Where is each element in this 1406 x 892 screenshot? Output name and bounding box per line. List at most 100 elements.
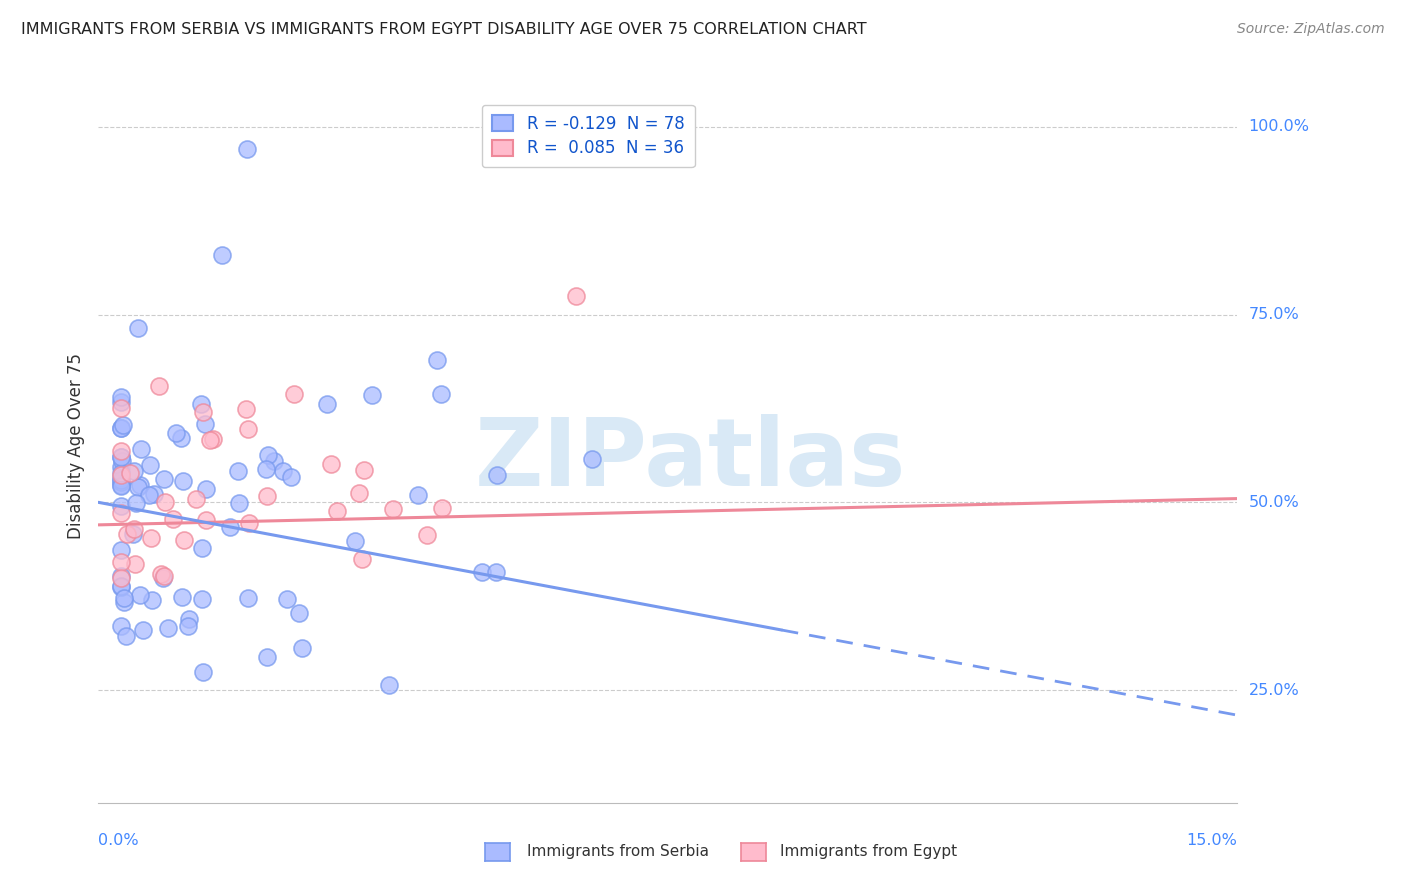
Point (165, 426, 187, 441)
Point (360, 388, 382, 402)
Point (191, 541, 214, 555)
Point (176, 618, 198, 632)
Point (191, 665, 214, 680)
Point (110, 478, 132, 492)
Point (271, 465, 294, 479)
Point (124, 464, 146, 478)
Point (276, 592, 298, 607)
Point (110, 475, 132, 489)
Point (256, 489, 278, 503)
Point (218, 520, 240, 534)
Point (283, 387, 305, 401)
Point (110, 450, 132, 464)
Point (326, 504, 349, 518)
Point (211, 248, 233, 262)
Point (110, 580, 132, 594)
Point (118, 466, 141, 480)
Point (110, 466, 132, 480)
Point (198, 433, 221, 447)
Point (191, 405, 214, 419)
Point (381, 501, 404, 516)
Point (194, 417, 217, 431)
Point (432, 501, 454, 516)
Point (139, 458, 162, 472)
Point (110, 479, 132, 493)
Point (194, 513, 217, 527)
Point (110, 450, 132, 465)
Point (291, 640, 314, 655)
Point (128, 478, 150, 492)
Point (125, 496, 148, 510)
Point (254, 461, 277, 475)
Point (226, 464, 249, 478)
Point (110, 395, 132, 409)
Text: 75.0%: 75.0% (1249, 307, 1299, 322)
Point (153, 472, 176, 486)
Point (110, 444, 132, 458)
Point (110, 401, 132, 416)
Point (138, 488, 160, 502)
Point (110, 543, 132, 558)
Point (111, 453, 134, 467)
Text: 25.0%: 25.0% (1249, 682, 1299, 698)
Text: 0.0%: 0.0% (98, 833, 139, 848)
Point (110, 555, 132, 569)
Point (430, 387, 453, 401)
Point (195, 482, 218, 496)
Point (150, 566, 173, 581)
Point (110, 571, 132, 585)
Point (110, 619, 132, 633)
Point (132, 624, 155, 638)
Point (110, 471, 132, 485)
Point (257, 448, 280, 462)
Point (110, 499, 132, 513)
Point (110, 474, 132, 488)
Point (191, 591, 214, 606)
Point (110, 507, 132, 521)
Point (148, 379, 170, 393)
Point (121, 527, 143, 541)
Point (228, 496, 250, 510)
Point (153, 495, 176, 509)
Point (177, 612, 200, 626)
Point (485, 565, 508, 579)
Point (416, 528, 439, 542)
Point (173, 533, 195, 548)
Point (406, 488, 429, 502)
Text: IMMIGRANTS FROM SERBIA VS IMMIGRANTS FROM EGYPT DISABILITY AGE OVER 75 CORRELATI: IMMIGRANTS FROM SERBIA VS IMMIGRANTS FRO… (21, 22, 866, 37)
Point (127, 321, 149, 335)
Point (486, 467, 509, 482)
Point (352, 552, 374, 566)
Point (288, 607, 311, 621)
Point (353, 463, 375, 477)
Point (128, 589, 150, 603)
Point (110, 420, 132, 434)
Point (343, 534, 366, 549)
Point (156, 621, 179, 635)
Point (256, 650, 278, 665)
Point (143, 487, 166, 501)
Point (124, 558, 146, 572)
Point (112, 417, 135, 432)
Point (110, 421, 132, 435)
Point (201, 432, 224, 446)
Point (235, 401, 257, 416)
Point (349, 486, 371, 500)
Text: Immigrants from Serbia: Immigrants from Serbia (527, 845, 709, 859)
Point (127, 480, 149, 494)
Y-axis label: Disability Age Over 75: Disability Age Over 75 (66, 353, 84, 539)
Point (263, 454, 285, 468)
Point (564, 289, 586, 303)
Point (319, 457, 342, 471)
Point (170, 590, 193, 604)
Point (190, 397, 212, 411)
Point (169, 431, 191, 445)
Point (236, 421, 259, 435)
Point (139, 531, 162, 545)
Point (110, 460, 132, 475)
Point (110, 468, 132, 483)
Point (378, 678, 401, 692)
Point (141, 592, 163, 607)
Text: 50.0%: 50.0% (1249, 495, 1299, 510)
Legend: R = -0.129  N = 78, R =  0.085  N = 36: R = -0.129 N = 78, R = 0.085 N = 36 (482, 104, 695, 168)
